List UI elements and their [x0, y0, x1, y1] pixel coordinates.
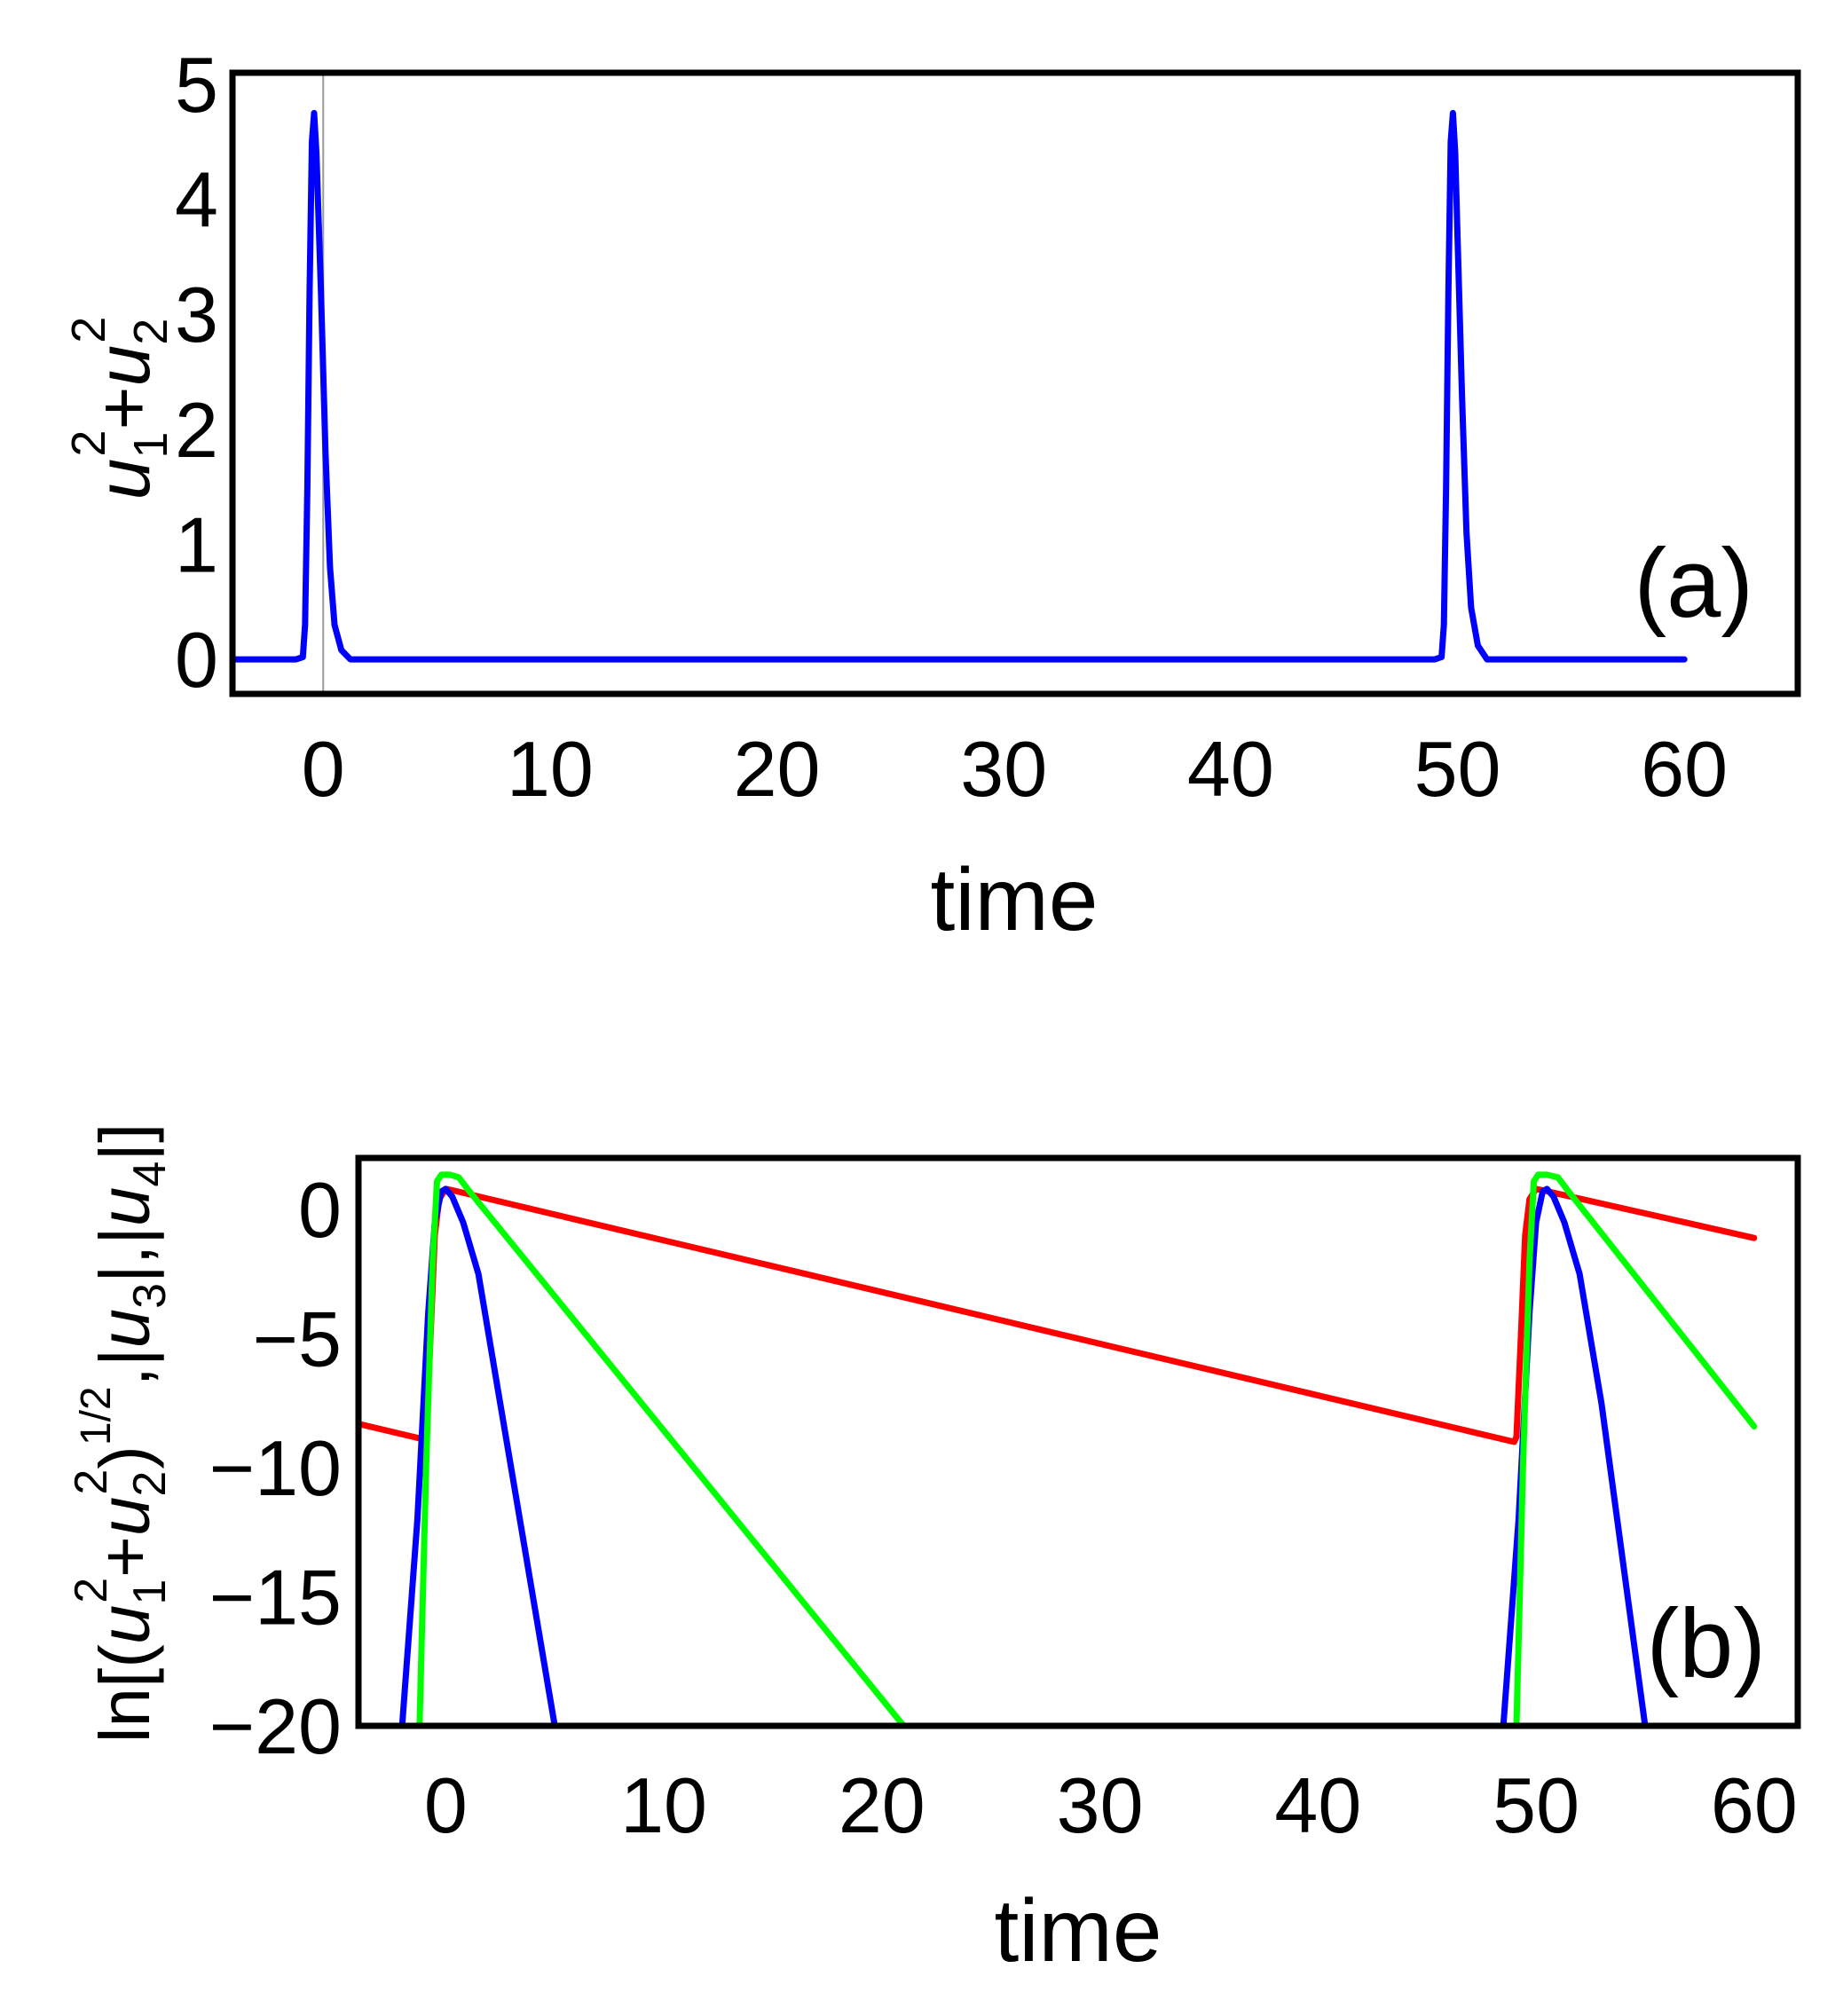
chart-a-frame — [229, 69, 1801, 697]
chart-a-ytick-label: 2 — [175, 386, 218, 474]
chart-a-panel-label: (a) — [1634, 529, 1753, 638]
chart-b-xtick-label: 50 — [1493, 1761, 1579, 1849]
chart-b-series-group — [358, 1171, 1758, 1726]
chart-b-ticks: 0 10 20 30 40 50 60 0 −5 −10 −15 −20 — [209, 1166, 1798, 1849]
chart-a-xtick-label: 20 — [734, 725, 821, 813]
chart-a-ylabel: u12+u22 — [62, 317, 177, 500]
chart-b-series-line-3 — [416, 1171, 1758, 1726]
chart-b-xtick-label: 20 — [839, 1761, 925, 1849]
chart-a-xtick-label: 30 — [960, 725, 1047, 813]
chart-b-panel-label: (b) — [1647, 1589, 1766, 1698]
chart-b: 0 10 20 30 40 50 60 0 −5 −10 −15 −20 time (b) ln[(u… — [66, 1123, 1801, 1981]
chart-a-ytick-label: 0 — [175, 616, 218, 704]
chart-b-xtick-label: 40 — [1274, 1761, 1361, 1849]
chart-a-ytick-label: 1 — [175, 500, 218, 588]
chart-a-xlabel: time — [931, 850, 1099, 949]
chart-a-ytick-label: 4 — [175, 156, 218, 244]
chart-b-series-line-2 — [398, 1185, 1649, 1726]
chart-a-xtick-label: 40 — [1187, 725, 1274, 813]
chart-b-ytick-label: −5 — [253, 1295, 342, 1383]
chart-a-xtick-label: 60 — [1641, 725, 1728, 813]
chart-a-series-group — [229, 109, 1688, 663]
chart-b-ytick-label: −10 — [209, 1424, 342, 1512]
chart-a-series-line-1 — [229, 109, 1688, 663]
chart-b-xtick-label: 10 — [620, 1761, 707, 1849]
chart-b-xtick-label: 30 — [1057, 1761, 1144, 1849]
chart-b-frame — [355, 1154, 1801, 1729]
chart-a-xtick-label: 50 — [1414, 725, 1501, 813]
chart-a-xtick-label: 0 — [302, 725, 345, 813]
chart-b-xtick-label: 0 — [424, 1761, 468, 1849]
chart-a-ytick-label: 5 — [175, 41, 218, 129]
chart-a-xtick-label: 10 — [507, 725, 594, 813]
chart-a-ytick-label: 3 — [175, 271, 218, 358]
chart-b-xlabel: time — [995, 1881, 1162, 1981]
chart-b-ytick-label: −15 — [209, 1554, 342, 1642]
chart-b-ylabel: ln[(u12+u22)1/2,|u3|,|u4|] — [66, 1123, 176, 1744]
chart-b-ytick-label: −20 — [209, 1682, 342, 1770]
chart-a: 0 10 20 30 40 50 60 0 1 2 3 4 5 time (a) u12+u22 — [62, 41, 1801, 949]
chart-b-xtick-label: 60 — [1711, 1761, 1798, 1849]
chart-a-ticks: 0 10 20 30 40 50 60 0 1 2 3 4 5 — [175, 41, 1728, 813]
chart-b-ytick-label: 0 — [298, 1166, 342, 1254]
